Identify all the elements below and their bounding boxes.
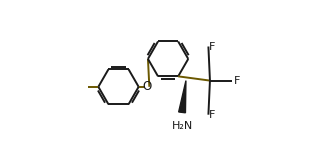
Text: F: F xyxy=(209,42,215,51)
Polygon shape xyxy=(179,81,186,113)
Text: H₂N: H₂N xyxy=(171,121,193,131)
Text: F: F xyxy=(209,110,215,120)
Text: O: O xyxy=(143,80,152,93)
Text: F: F xyxy=(234,76,240,86)
